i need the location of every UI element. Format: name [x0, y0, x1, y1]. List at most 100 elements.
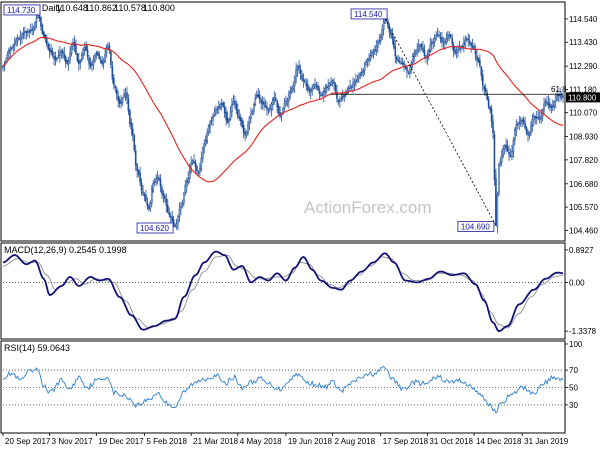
candle-body — [341, 95, 344, 99]
candle-body — [113, 77, 115, 86]
candle-body — [10, 47, 13, 49]
candle-body — [175, 223, 178, 228]
rsi-pane-frame — [0, 340, 566, 434]
candle-body — [333, 81, 335, 84]
ohlc-low: 110.578 — [114, 3, 146, 13]
ohlc-open: 110.648 — [56, 3, 88, 13]
candle-body — [407, 71, 410, 73]
candle-body — [89, 62, 92, 67]
candle-body — [289, 90, 292, 95]
price-annotations: 114.730 104.620 114.540 104.690 — [3, 4, 495, 234]
candle-body — [225, 112, 227, 121]
candle-body — [320, 94, 322, 96]
moving-average-line — [2, 36, 564, 183]
candle-body — [57, 55, 60, 58]
candle-body — [451, 37, 453, 45]
candle-body — [474, 50, 477, 55]
candle-body — [161, 187, 163, 194]
rsi-tick-label: 50 — [569, 384, 578, 393]
candle-body — [505, 144, 507, 148]
watermark-text: ActionForex.com — [304, 198, 432, 217]
candle-body — [34, 22, 36, 29]
candle-body — [290, 88, 293, 93]
candle-body — [375, 45, 378, 52]
candle-body — [515, 124, 518, 131]
candle-body — [123, 94, 125, 98]
candle-body — [245, 131, 248, 136]
candle-body — [75, 44, 77, 54]
candle-body — [331, 80, 334, 83]
candle-body — [500, 154, 503, 163]
candle-body — [78, 59, 80, 65]
candle-body — [330, 81, 332, 86]
candle-body — [449, 34, 452, 38]
candle-body — [110, 51, 112, 66]
candle-body — [60, 50, 63, 53]
candle-body — [530, 125, 532, 135]
candle-body — [496, 194, 499, 227]
candle-body — [379, 37, 382, 41]
candle-body — [274, 97, 277, 101]
candle-body — [185, 180, 188, 187]
candle-body — [29, 29, 32, 32]
candle-body — [38, 15, 41, 19]
date-tick-label: 17 Sep 2018 — [383, 437, 429, 446]
candle-body — [439, 36, 442, 39]
annotation-box — [136, 222, 174, 234]
price-tick-label: 112.290 — [569, 62, 598, 71]
price-tick-label: 110.070 — [569, 109, 598, 118]
annotation-label: 114.730 — [7, 6, 36, 15]
candle-body — [492, 121, 494, 134]
candle-body — [432, 41, 435, 44]
candle-body — [6, 54, 9, 59]
candle-body — [66, 60, 68, 65]
candle-body — [215, 109, 217, 114]
candle-body — [511, 151, 513, 157]
candle-body — [328, 83, 331, 87]
candle-body — [395, 56, 398, 60]
candle-body — [413, 53, 416, 58]
candle-body — [508, 151, 510, 155]
candle-body — [470, 42, 472, 47]
candle-body — [242, 124, 245, 133]
candle-body — [393, 37, 395, 48]
candle-body — [477, 58, 480, 63]
candle-body — [299, 68, 302, 74]
candle-body — [518, 122, 521, 124]
candle-body — [22, 32, 25, 35]
candle-body — [292, 85, 295, 90]
date-tick-label: 31 Oct 2018 — [429, 437, 473, 446]
candle-body — [358, 76, 360, 79]
rsi-plot — [2, 365, 564, 414]
candle-body — [31, 28, 33, 31]
candle-body — [88, 57, 90, 64]
candle-body — [130, 122, 133, 130]
annotation-label: 114.540 — [354, 10, 383, 19]
annotation-label: 104.620 — [140, 224, 169, 233]
candle-body — [194, 161, 197, 167]
candle-body — [47, 43, 50, 50]
date-tick-label: 14 Dec 2018 — [476, 437, 522, 446]
candle-body — [550, 105, 553, 109]
candle-body — [362, 70, 365, 73]
candle-body — [525, 127, 528, 134]
candle-body — [280, 113, 283, 117]
candle-body — [467, 39, 470, 41]
candle-body — [560, 96, 563, 99]
candle-body — [296, 65, 299, 71]
candle-body — [521, 119, 523, 122]
candle-body — [124, 92, 127, 97]
candle-body — [115, 88, 118, 95]
candle-body — [222, 102, 225, 107]
candle-body — [372, 50, 375, 54]
candle-body — [24, 31, 26, 33]
candle-body — [231, 104, 233, 113]
candle-body — [557, 94, 560, 96]
candle-body — [155, 178, 157, 182]
candle-body — [117, 95, 120, 102]
candle-body — [445, 38, 448, 43]
candle-body — [25, 31, 28, 33]
candle-body — [241, 119, 243, 128]
candle-body — [397, 59, 400, 62]
date-tick-label: 5 Feb 2018 — [146, 437, 187, 446]
